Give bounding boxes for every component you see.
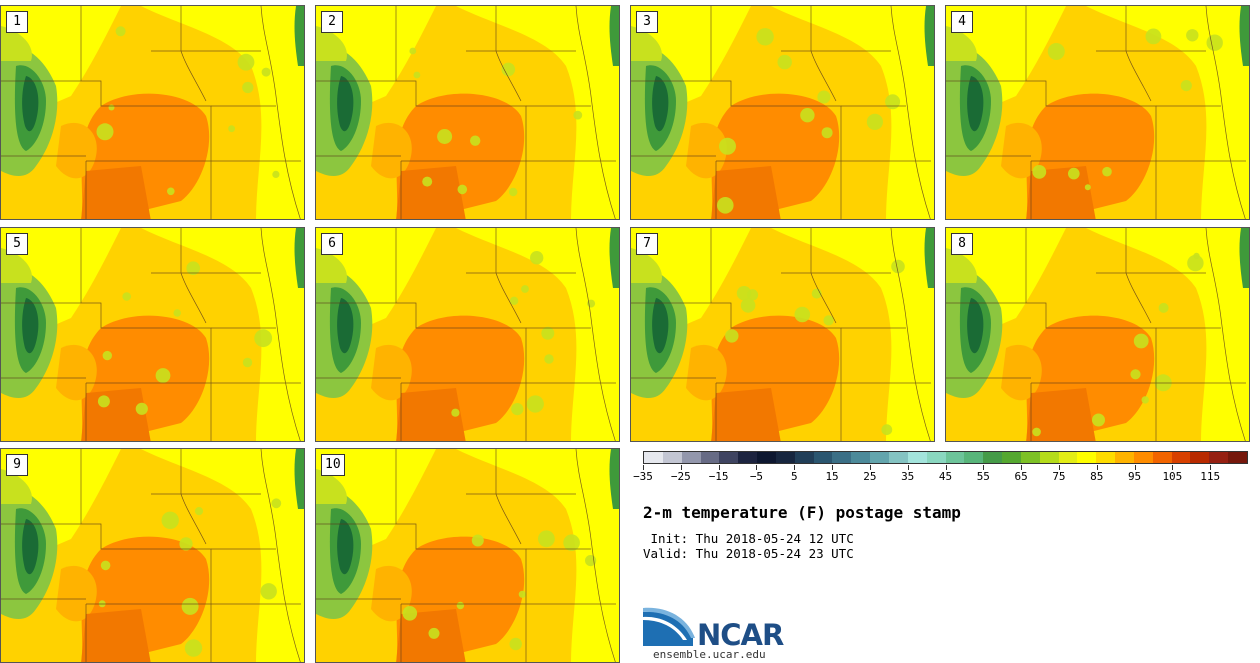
colorbar-tick (832, 465, 834, 470)
ensemble-member-panel: 5 (0, 227, 305, 442)
colorbar-tick-label: 35 (901, 470, 915, 483)
colorbar-tick-label: 115 (1200, 470, 1221, 483)
member-number-label: 2 (321, 11, 343, 33)
colorbar-swatch (888, 452, 908, 463)
ncar-logo (643, 607, 695, 646)
colorbar-tick (1134, 465, 1136, 470)
colorbar-swatch (1209, 452, 1229, 463)
colorbar-tick (869, 465, 871, 470)
colorbar-tick-label: 15 (825, 470, 839, 483)
ensemble-member-panel: 4 (945, 5, 1250, 220)
ensemble-member-panel: 2 (315, 5, 620, 220)
init-time: Init: Thu 2018-05-24 12 UTC (643, 531, 854, 546)
ensemble-member-panel: 9 (0, 448, 305, 663)
colorbar-tick (643, 465, 644, 470)
member-number-label: 7 (636, 233, 658, 255)
ensemble-member-panel: 1 (0, 5, 305, 220)
colorbar-tick (1021, 465, 1023, 470)
colorbar-tick-label: 55 (976, 470, 990, 483)
colorbar-tick (1210, 465, 1212, 470)
colorbar-swatch (870, 452, 889, 463)
colorbar-tick (945, 465, 947, 470)
ensemble-member-panel: 8 (945, 227, 1250, 442)
ensemble-member-panel: 6 (315, 227, 620, 442)
colorbar-tick (794, 465, 796, 470)
member-number-label: 5 (6, 233, 28, 255)
temperature-colorbar (643, 451, 1248, 464)
colorbar-swatch (700, 452, 720, 463)
colorbar-tick-label: 75 (1052, 470, 1066, 483)
colorbar-tick-label: −15 (708, 470, 729, 483)
colorbar-swatch (813, 452, 833, 463)
colorbar-swatch (719, 452, 739, 463)
colorbar-swatch (1171, 452, 1191, 463)
colorbar-swatch (775, 452, 795, 463)
colorbar-swatch (1115, 452, 1134, 463)
colorbar-swatch (1058, 452, 1078, 463)
colorbar-swatch (644, 452, 663, 463)
colorbar-tick-label: 45 (938, 470, 953, 483)
colorbar-ticks: −35 −25 −15 −5 5 15 25 35 45 55 65 75 85 95 105 115 (633, 465, 1248, 485)
colorbar-swatch (1002, 452, 1021, 463)
colorbar-swatch (1096, 452, 1116, 463)
member-number-label: 9 (6, 454, 28, 476)
colorbar-swatch (945, 452, 965, 463)
colorbar-tick (1172, 465, 1174, 470)
colorbar-tick-label: 25 (863, 470, 877, 483)
valid-time: Valid: Thu 2018-05-24 23 UTC (643, 546, 854, 561)
colorbar-tick (1096, 465, 1098, 470)
colorbar-swatch (1228, 452, 1247, 463)
colorbar-tick-label: 105 (1162, 470, 1183, 483)
ncar-url: ensemble.ucar.edu (653, 648, 766, 661)
colorbar-tick (756, 465, 758, 470)
colorbar-swatch (662, 452, 682, 463)
map-title: 2-m temperature (F) postage stamp (643, 503, 961, 522)
colorbar-tick-label: 95 (1127, 470, 1142, 483)
ensemble-member-panel: 7 (630, 227, 935, 442)
colorbar-tick-label: −25 (670, 470, 691, 483)
member-number-label: 6 (321, 233, 343, 255)
colorbar-swatch (1152, 452, 1172, 463)
colorbar-swatch (1077, 452, 1097, 463)
colorbar-swatch (907, 452, 927, 463)
colorbar-swatch (757, 452, 776, 463)
member-number-label: 8 (951, 233, 973, 255)
colorbar-swatch (681, 452, 701, 463)
colorbar-swatch (926, 452, 946, 463)
colorbar-swatch (983, 452, 1003, 463)
colorbar-swatch (794, 452, 814, 463)
colorbar-swatch (964, 452, 984, 463)
colorbar-swatch (738, 452, 758, 463)
member-number-label: 3 (636, 11, 658, 33)
colorbar-tick-label: −35 (633, 470, 653, 483)
member-number-label: 10 (321, 454, 345, 476)
colorbar-tick-label: −5 (749, 470, 764, 483)
colorbar-swatch (1020, 452, 1040, 463)
colorbar-swatch (832, 452, 852, 463)
colorbar-tick (718, 465, 720, 470)
ensemble-member-panel: 3 (630, 5, 935, 220)
colorbar-swatch (1190, 452, 1210, 463)
member-number-label: 4 (951, 11, 973, 33)
ensemble-member-panel: 10 (315, 448, 620, 663)
colorbar-tick (983, 465, 985, 470)
colorbar-tick (907, 465, 909, 470)
colorbar-tick (680, 465, 682, 470)
colorbar-tick (1058, 465, 1060, 470)
colorbar-swatch (1133, 452, 1153, 463)
colorbar-swatch (851, 452, 871, 463)
colorbar-tick-label: 85 (1090, 470, 1104, 483)
colorbar-swatch (1039, 452, 1059, 463)
ncar-logo-text: NCAR (697, 618, 784, 652)
member-number-label: 1 (6, 11, 28, 33)
colorbar-tick-label: 5 (790, 470, 798, 483)
colorbar-tick-label: 65 (1014, 470, 1028, 483)
